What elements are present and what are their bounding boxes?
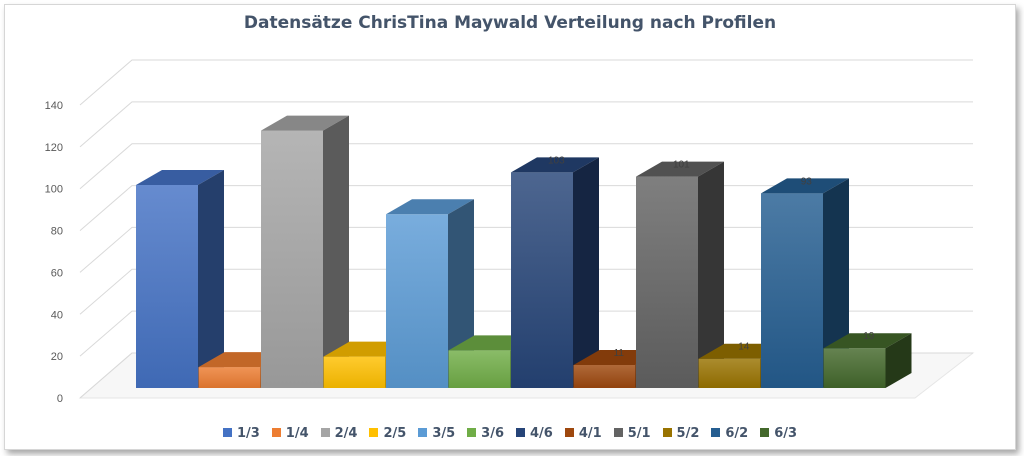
- bar-side: [198, 169, 224, 388]
- bar-top: [761, 178, 849, 194]
- bar-top: [823, 333, 912, 349]
- y-tick-label: 40: [51, 309, 63, 321]
- legend-label: 2/4: [334, 426, 358, 441]
- data-label: 93: [801, 176, 813, 187]
- legend-label: 1/4: [285, 426, 309, 441]
- bar-front: [636, 176, 698, 388]
- legend-label: 6/2: [725, 426, 749, 441]
- bar-front: [823, 348, 886, 388]
- bar: [261, 115, 349, 388]
- bar: [386, 199, 474, 388]
- bar-side: [885, 333, 912, 388]
- bar-front: [323, 356, 386, 388]
- legend-swatch: [760, 428, 770, 437]
- y-tick-label: 100: [45, 184, 63, 196]
- legend-item: 3/5: [418, 426, 455, 441]
- bar-top: [386, 199, 474, 215]
- bar: [823, 333, 912, 388]
- data-label: 101: [673, 160, 690, 171]
- bar-side: [823, 178, 849, 388]
- legend-label: 4/1: [578, 426, 602, 441]
- bar: [761, 178, 849, 388]
- legend-item: 6/2: [711, 426, 748, 441]
- legend-swatch: [711, 428, 721, 437]
- legend-swatch: [369, 428, 379, 437]
- legend-item: 1/3: [222, 426, 260, 441]
- bar-side: [323, 115, 349, 388]
- bar-front: [448, 350, 511, 388]
- bar-front: [261, 130, 323, 388]
- bar: [136, 169, 224, 388]
- legend-label: 5/2: [676, 426, 700, 441]
- gridline: [79, 101, 973, 148]
- y-tick-label: 20: [51, 351, 63, 363]
- legend-label: 6/3: [774, 426, 798, 441]
- bar-top: [136, 169, 224, 185]
- bar-side: [573, 157, 599, 388]
- legend-swatch: [467, 428, 477, 437]
- y-tick-label: 120: [45, 142, 63, 154]
- legend-swatch: [564, 428, 574, 437]
- data-label: 11: [614, 348, 625, 359]
- bar-front: [698, 358, 761, 388]
- bar-front: [573, 364, 636, 388]
- legend-item: 2/5: [369, 426, 406, 441]
- legend-swatch: [662, 428, 672, 437]
- y-tick-label: 0: [57, 393, 63, 405]
- bar-side: [698, 161, 724, 388]
- chart-title: Datensätze ChrisTina Maywald Verteilung …: [243, 13, 777, 33]
- bar-top: [261, 115, 349, 131]
- data-label: 19: [863, 331, 875, 342]
- legend-item: 3/6: [467, 426, 504, 441]
- gridline: [79, 59, 973, 106]
- legend-label: 2/5: [383, 426, 407, 441]
- legend-swatch: [320, 428, 330, 437]
- legend-label: 3/5: [432, 426, 456, 441]
- bar-front: [136, 184, 198, 388]
- legend-label: 3/6: [481, 426, 504, 441]
- legend-item: 5/2: [662, 426, 700, 441]
- y-tick-label: 140: [45, 100, 63, 112]
- legend-swatch: [271, 428, 281, 437]
- legend-label: 5/1: [627, 426, 651, 441]
- legend-item: 1/4: [271, 426, 309, 441]
- legend-item: 4/1: [564, 426, 602, 441]
- bar-top: [636, 161, 724, 177]
- legend-label: 1/3: [236, 426, 260, 441]
- bar-front: [386, 214, 448, 388]
- legend-swatch: [222, 428, 232, 437]
- legend-swatch: [418, 428, 428, 437]
- bar: [511, 157, 599, 388]
- y-tick-label: 80: [51, 226, 63, 238]
- bar-top: [511, 157, 599, 173]
- bar-front: [198, 367, 261, 388]
- data-label: 14: [738, 342, 750, 353]
- legend-label: 4/6: [530, 426, 553, 441]
- legend-item: 2/4: [320, 426, 358, 441]
- chart-legend: 1/3 1/4 2/4 2/5 3/5 3/6 4/6 4/1 5/1 5/2 6/2 6/3: [5, 426, 1015, 441]
- legend-item: 6/3: [760, 426, 797, 441]
- y-tick-label: 60: [51, 267, 63, 279]
- bar-front: [511, 172, 573, 388]
- legend-swatch: [516, 428, 525, 437]
- gridline: [79, 143, 973, 190]
- bar-chart-3d: 0 20 40 60 80 100 120 140 103 11 101 14 93 19: [45, 59, 975, 405]
- data-label: 103: [548, 155, 565, 166]
- chart-frame: Datensätze ChrisTina Maywald Verteilung …: [4, 4, 1016, 450]
- bar: [636, 161, 724, 388]
- bar-front: [761, 193, 823, 388]
- legend-swatch: [613, 428, 623, 437]
- legend-item: 5/1: [613, 426, 651, 441]
- legend-item: 4/6: [516, 426, 553, 441]
